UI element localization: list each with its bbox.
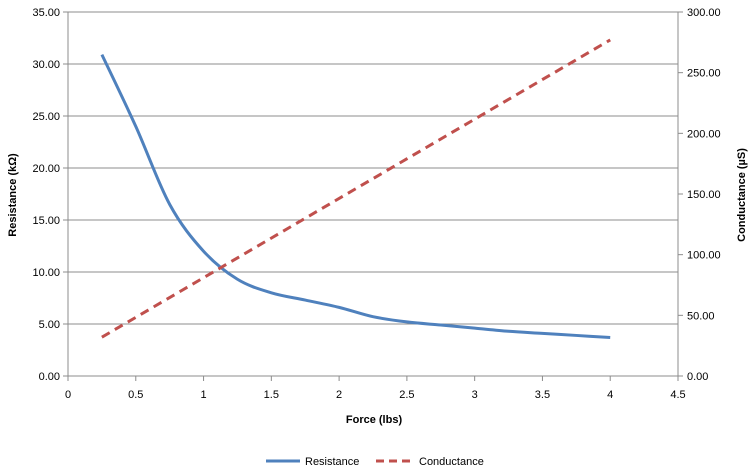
y-left-tick-label: 5.00 (39, 319, 60, 331)
legend-label-resistance: Resistance (305, 456, 359, 468)
y-right-tick-label: 50.00 (687, 310, 715, 322)
series-layer (100, 38, 611, 340)
series-line-conductance (101, 38, 611, 339)
x-tick-label: 4.5 (670, 389, 685, 401)
y-right-tick-label: 300.00 (687, 7, 721, 19)
y-axis-left-title: Resistance (kΩ) (7, 153, 19, 237)
x-tick-label: 3 (472, 389, 478, 401)
x-tick-label: 0 (65, 389, 71, 401)
x-axis-title: Force (lbs) (346, 414, 403, 426)
legend: Resistance Conductance (266, 456, 484, 468)
series-line-resistance (100, 53, 611, 340)
y-left-tick-label: 15.00 (32, 215, 60, 227)
y-left-tick-label: 10.00 (32, 267, 60, 279)
gridlines (68, 11, 678, 325)
x-tick-label: 1 (200, 389, 206, 401)
axes (63, 11, 683, 381)
y-left-tick-label: 20.00 (32, 163, 60, 175)
y-left-tick-label: 30.00 (32, 59, 60, 71)
x-tick-label: 2 (336, 389, 342, 401)
y-right-tick-label: 150.00 (687, 189, 721, 201)
x-tick-label: 1.5 (264, 389, 279, 401)
y-left-tick-label: 0.00 (39, 371, 60, 383)
y-right-tick-label: 0.00 (687, 371, 708, 383)
y-left-tick-label: 35.00 (32, 7, 60, 19)
x-tick-label: 4 (607, 389, 613, 401)
y-right-tick-label: 250.00 (687, 68, 721, 80)
x-tick-label: 3.5 (535, 389, 550, 401)
legend-label-conductance: Conductance (419, 456, 484, 468)
y-left-tick-label: 25.00 (32, 111, 60, 123)
x-tick-label: 0.5 (128, 389, 143, 401)
y-right-tick-label: 200.00 (687, 128, 721, 140)
y-axis-right-title: Conductance (µS) (736, 148, 748, 242)
y-right-tick-label: 100.00 (687, 250, 721, 262)
x-tick-label: 2.5 (399, 389, 414, 401)
tick-labels: 0 0.5 1 1.5 2 2.5 3 3.5 4 4.50.005.0010.0015.0020… (32, 7, 720, 401)
